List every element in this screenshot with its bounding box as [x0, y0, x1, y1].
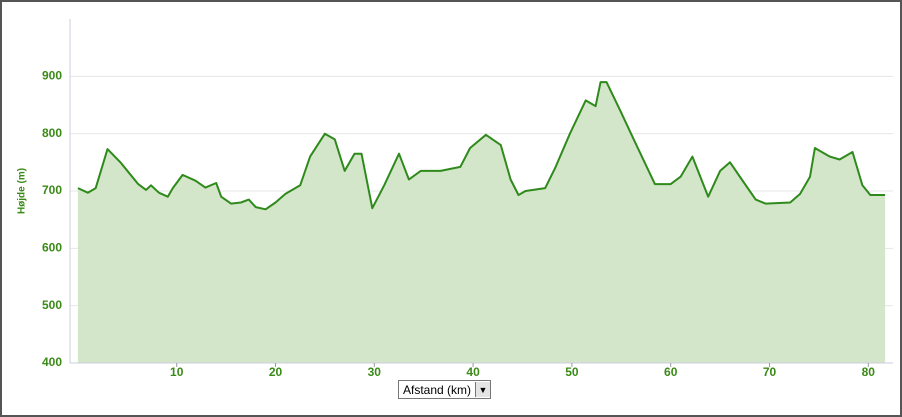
x-tick-label: 50: [565, 365, 579, 379]
x-tick-label: 80: [862, 365, 876, 379]
line: [77, 81, 886, 211]
y-tick-label: 800: [42, 126, 62, 140]
x-tick-label: 60: [664, 365, 678, 379]
x-axis-label[interactable]: Afstand (km): [403, 382, 472, 397]
x-tick-label: 70: [763, 365, 777, 379]
x-tick-label: 30: [368, 365, 382, 379]
x-tick-label: 40: [466, 365, 480, 379]
y-tick-label: 500: [42, 298, 62, 312]
x-tick-label: 10: [170, 365, 184, 379]
dropdown-arrow[interactable]: ▼: [475, 382, 491, 397]
x-tick-label: 20: [269, 365, 283, 379]
x-axis-selector[interactable]: Afstand (km) ▼: [398, 380, 492, 399]
y-tick-label: 700: [42, 183, 62, 197]
y-tick-label: 900: [42, 69, 62, 83]
y-tick-label: 400: [42, 355, 62, 369]
area: [77, 82, 886, 363]
y-tick-label: 600: [42, 241, 62, 255]
y-axis-label: Højde (m): [17, 168, 28, 214]
